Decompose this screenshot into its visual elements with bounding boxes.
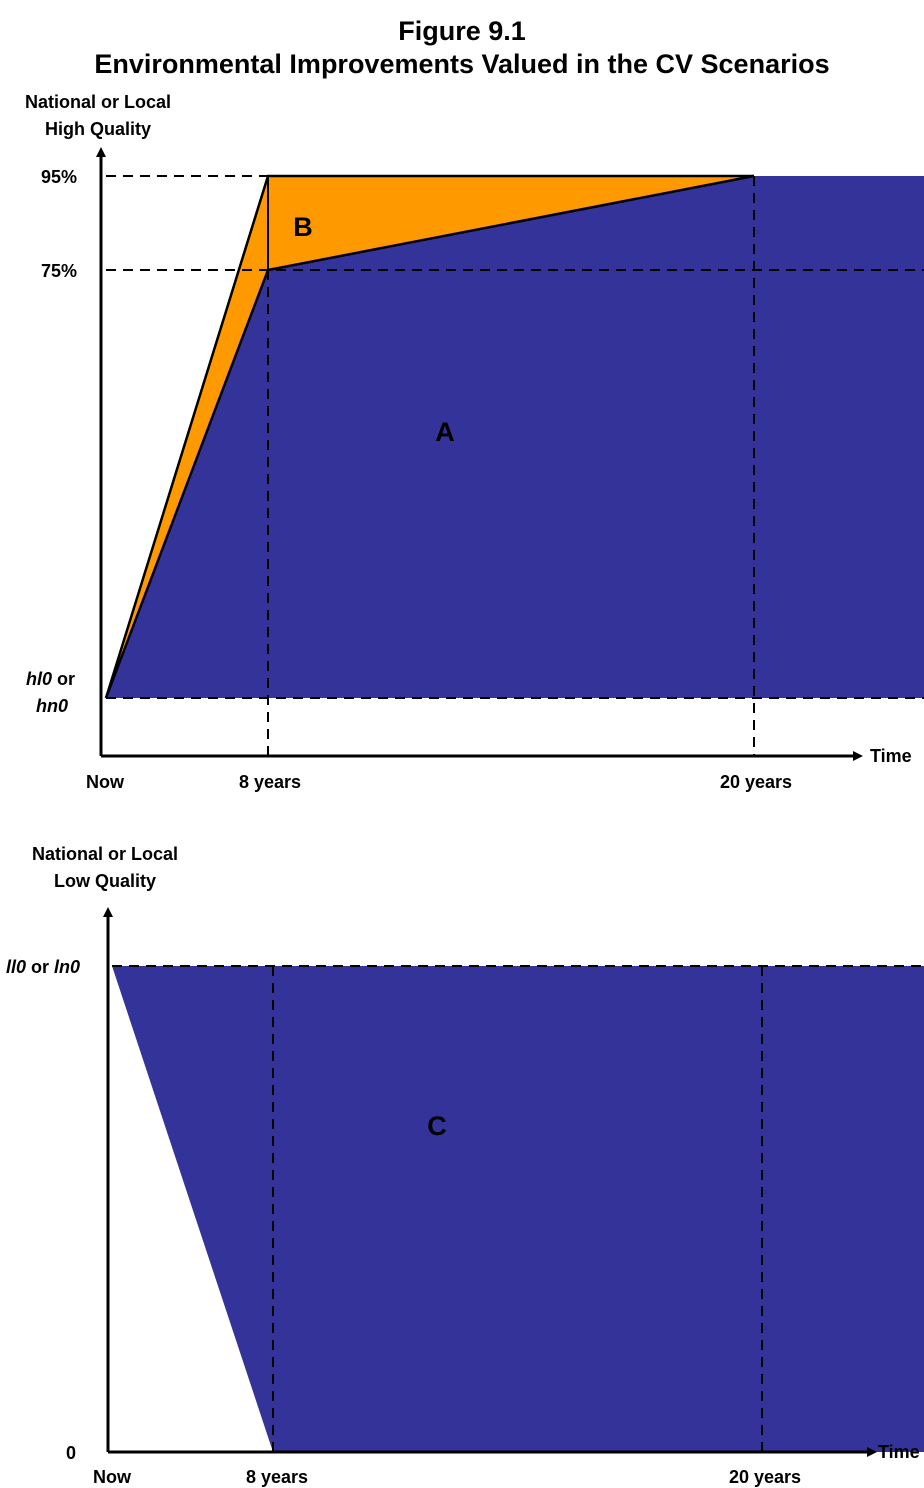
bottom-y-axis-label-line2: Low Quality: [54, 871, 156, 891]
top-y-axis-label-line1: National or Local: [25, 92, 171, 112]
region-a-label: A: [435, 417, 455, 447]
top-y-axis-label-line2: High Quality: [45, 119, 151, 139]
x-tick-8-years-bottom: 8 years: [246, 1467, 308, 1487]
y-tick-base-line2: hn0: [36, 696, 68, 716]
y-tick-95: 95%: [41, 167, 77, 187]
figure-title: Environmental Improvements Valued in the…: [94, 49, 829, 79]
x-tick-20-years-bottom: 20 years: [729, 1467, 801, 1487]
bottom-y-axis-label-line1: National or Local: [32, 844, 178, 864]
x-tick-8-years: 8 years: [239, 772, 301, 792]
y-tick-base-line1: hl0 or: [26, 669, 75, 689]
region-c-fill: [112, 966, 924, 1452]
x-tick-now-bottom: Now: [93, 1467, 132, 1487]
region-b-label: B: [293, 212, 313, 242]
y-tick-75: 75%: [41, 261, 77, 281]
region-c-label: C: [427, 1111, 447, 1141]
x-tick-20-years: 20 years: [720, 772, 792, 792]
top-diagram: National or Local High Quality 95% 75% h…: [25, 92, 924, 792]
y-tick-zero: 0: [66, 1443, 76, 1463]
x-axis-label-time-bottom: Time: [878, 1442, 920, 1462]
x-tick-now: Now: [86, 772, 125, 792]
x-axis-label-time: Time: [870, 746, 912, 766]
y-tick-top-level: ll0 or ln0: [6, 957, 80, 977]
region-a-fill: [106, 176, 924, 698]
bottom-diagram: National or Local Low Quality ll0 or ln0…: [6, 844, 924, 1487]
figure-number: Figure 9.1: [398, 16, 526, 46]
